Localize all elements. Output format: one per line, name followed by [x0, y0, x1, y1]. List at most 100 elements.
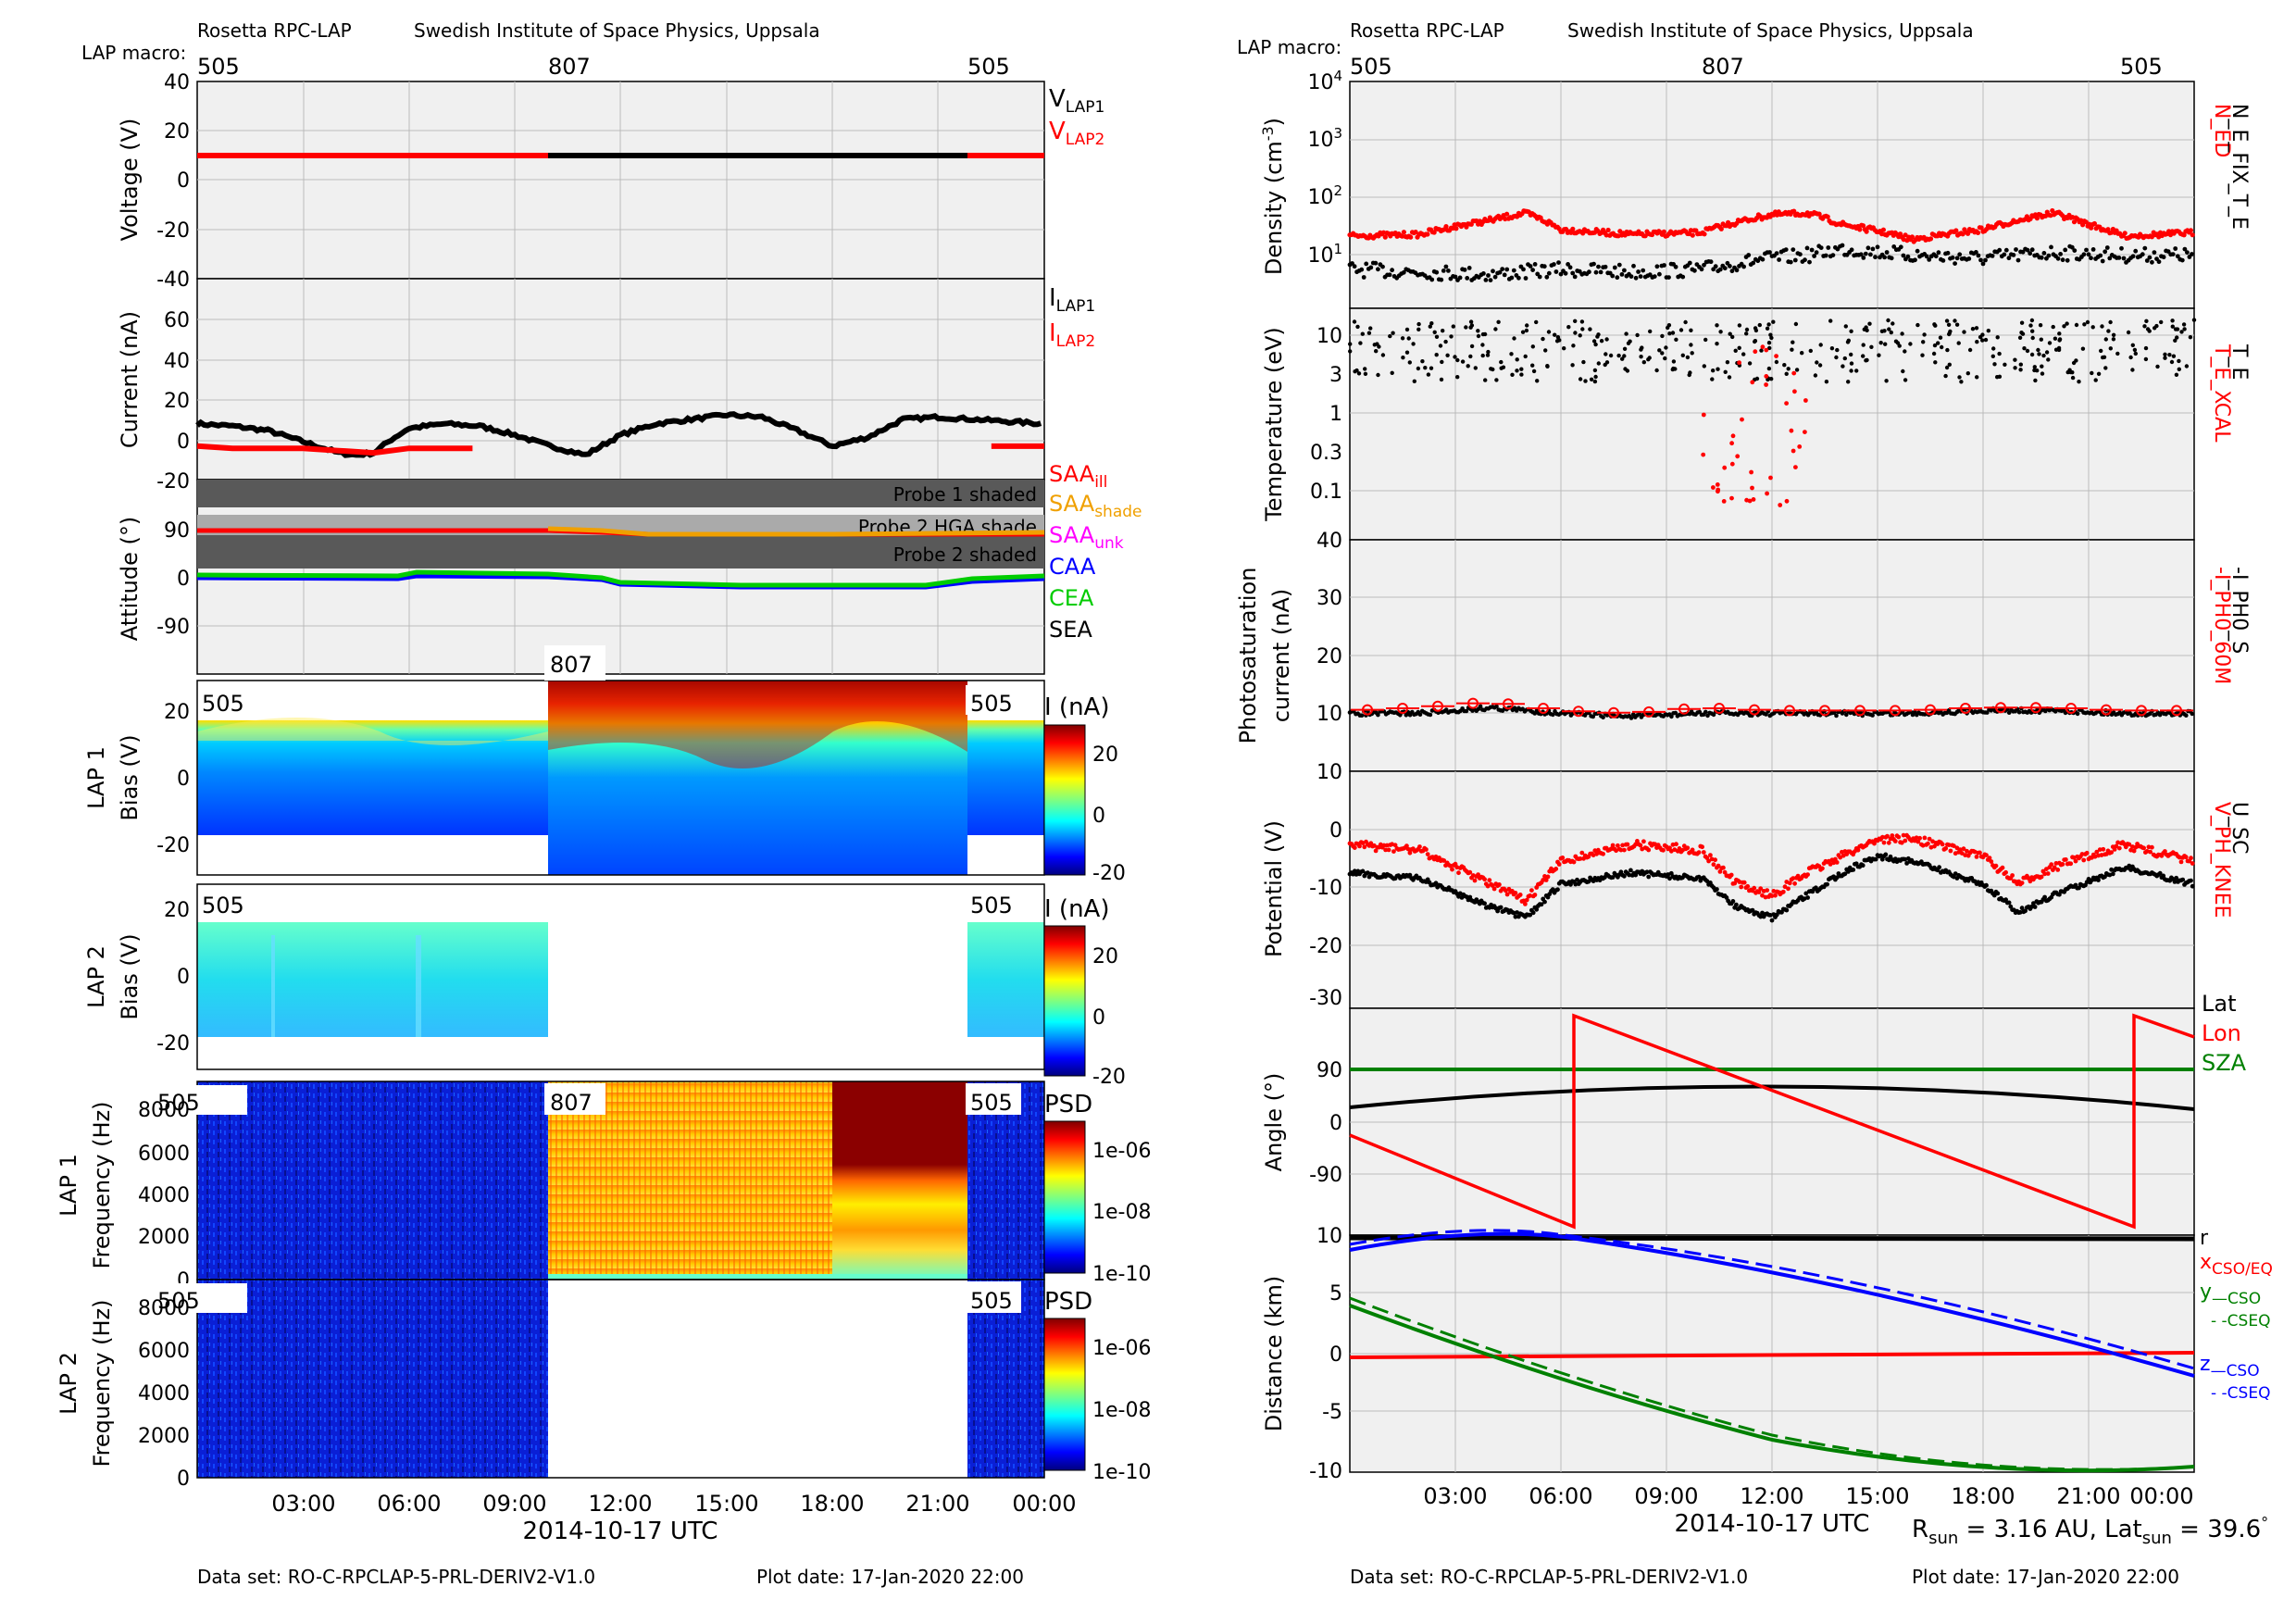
- temperature-point: [1429, 366, 1434, 370]
- potential-point: [1774, 912, 1779, 918]
- temperature-point: [1813, 373, 1818, 378]
- density-point: [1814, 250, 1819, 255]
- density-point: [1376, 267, 1380, 272]
- potential-point: [2180, 877, 2186, 882]
- temperature-point: [1391, 331, 1395, 335]
- density-point: [1901, 253, 1906, 258]
- potential-point: [1417, 844, 1422, 849]
- density-point: [2025, 247, 2030, 253]
- temperature-point: [1493, 327, 1498, 331]
- ytick: 0: [1329, 1112, 1342, 1135]
- potential-point: [1831, 860, 1836, 866]
- lap2-freq-505-a: [197, 1280, 548, 1478]
- density-point: [1610, 273, 1616, 279]
- temperature-point: [2074, 322, 2079, 328]
- temperature-point: [2133, 351, 2138, 356]
- potential-point: [1922, 835, 1928, 841]
- density-point: [1840, 243, 1845, 248]
- temperature-point: [1701, 452, 1706, 457]
- potential-point: [1352, 868, 1357, 874]
- photosat-ylabel-a: Photosaturation: [1235, 568, 1261, 744]
- potential-point: [1860, 863, 1866, 868]
- temperature-point: [1835, 347, 1840, 353]
- temperature-point: [1591, 339, 1597, 344]
- temperature-point: [1440, 359, 1444, 365]
- potential-point: [1491, 886, 1497, 892]
- band-probe2-shaded: [197, 535, 1044, 568]
- photosat-point: [1844, 712, 1849, 718]
- temperature-point: [1967, 347, 1973, 353]
- potential-point: [1711, 862, 1716, 868]
- angle-panel: 90 0 -90 Angle (°) Lat Lon SZA: [1261, 991, 2247, 1236]
- temperature-point: [1730, 334, 1735, 340]
- density-point: [1528, 264, 1533, 269]
- temperature-point: [2070, 375, 2076, 381]
- potential-point: [2029, 904, 2035, 909]
- temperature-point: [1416, 321, 1421, 327]
- potential-point: [2064, 857, 2068, 862]
- temperature-point: [1356, 371, 1362, 376]
- temperature-point: [1573, 319, 1578, 323]
- density-point: [1631, 263, 1636, 269]
- temperature-point: [1434, 334, 1440, 339]
- density-point: [1826, 245, 1831, 250]
- temperature-point: [2182, 327, 2187, 331]
- temperature-point: [1915, 322, 1920, 328]
- temperature-point: [1861, 343, 1866, 347]
- temperature-point: [1737, 345, 1741, 350]
- density-point: [1612, 265, 1617, 270]
- density-panel: 104 103 102 101 Density (cm-3) N_ED N_E_…: [1259, 68, 2251, 309]
- right-macro-807: 807: [1702, 54, 1744, 80]
- ytick: 0: [177, 169, 190, 193]
- density-point: [1673, 264, 1678, 269]
- temperature-point: [1562, 346, 1566, 351]
- lap1-freq-colorbar-label: PSD: [1044, 1091, 1092, 1118]
- lap1-bias-tag-505-b: 505: [970, 691, 1013, 717]
- temperature-point: [1893, 339, 1899, 344]
- potential-point: [1383, 847, 1388, 853]
- temperature-point: [2062, 324, 2066, 329]
- potential-point: [2045, 871, 2051, 876]
- temperature-point: [1791, 448, 1796, 454]
- lap1-freq-ylabel-a: LAP 1: [56, 1154, 81, 1217]
- temperature-point: [1846, 380, 1851, 384]
- potential-point: [1425, 852, 1430, 856]
- temperature-point: [2013, 357, 2017, 362]
- potential-point: [2053, 861, 2059, 866]
- temperature-point: [1936, 341, 1940, 345]
- legend-saa-ill: SAAill: [1049, 461, 1107, 492]
- temperature-point: [1817, 363, 1823, 368]
- temperature-point: [1523, 354, 1528, 359]
- xtick: 18:00: [800, 1491, 864, 1517]
- density-point: [2015, 257, 2021, 263]
- potential-point: [1732, 881, 1738, 886]
- temperature-point: [2126, 330, 2131, 335]
- temperature-point: [1715, 342, 1719, 346]
- density-point: [1812, 254, 1816, 258]
- r-line: [1349, 1235, 2195, 1242]
- temperature-point: [1744, 331, 1749, 336]
- temperature-point: [1766, 366, 1772, 371]
- temperature-point: [1520, 330, 1526, 334]
- density-point: [1380, 264, 1385, 269]
- potential-point: [1638, 843, 1643, 848]
- lap2-bias-ylabel-b: Bias (V): [117, 933, 143, 1019]
- potential-point: [1696, 850, 1702, 855]
- potential-point: [1610, 875, 1616, 880]
- potential-point: [1784, 907, 1790, 913]
- density-point: [2181, 232, 2187, 238]
- density-point: [1816, 211, 1822, 217]
- temperature-point: [1407, 360, 1413, 365]
- photosat-point: [1407, 712, 1413, 718]
- xtick: 03:00: [1423, 1483, 1487, 1509]
- temperature-point: [1625, 369, 1630, 373]
- potential-point: [1773, 893, 1778, 898]
- temperature-point: [1541, 336, 1545, 342]
- density-point: [1616, 262, 1622, 268]
- potential-point: [1842, 871, 1848, 877]
- temperature-point: [1683, 319, 1688, 325]
- density-point: [1488, 278, 1493, 282]
- potential-point: [1885, 833, 1890, 839]
- temperature-point: [2170, 324, 2175, 329]
- potential-point: [1816, 864, 1822, 868]
